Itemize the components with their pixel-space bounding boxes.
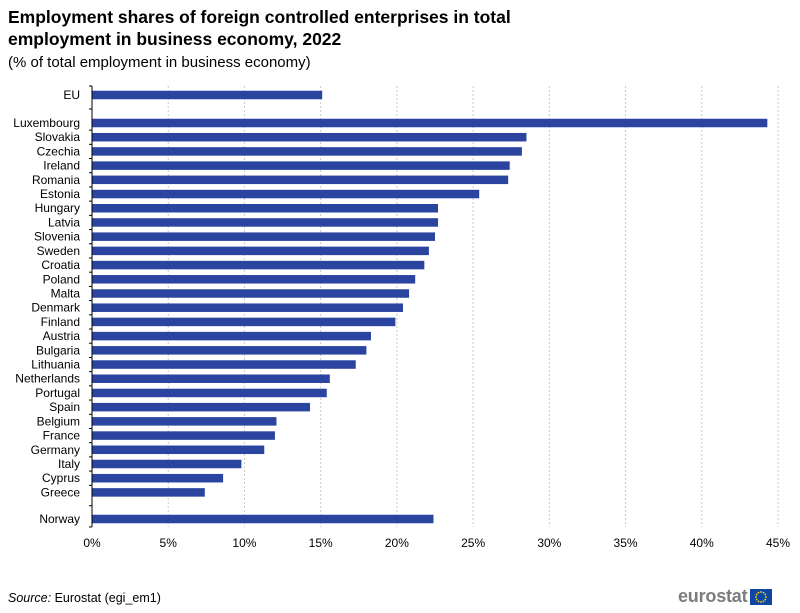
category-label: Slovenia [34, 230, 80, 244]
x-tick-label: 20% [385, 536, 409, 550]
chart-subtitle: (% of total employment in business econo… [8, 54, 311, 71]
x-tick-label: 35% [614, 536, 638, 550]
category-label: Germany [31, 443, 80, 457]
flag-star [764, 598, 767, 600]
category-label: Poland [43, 272, 80, 286]
x-tick-label: 0% [83, 536, 101, 550]
bar [92, 161, 510, 170]
logo-wordmark: eurostat [678, 586, 748, 606]
bar [92, 388, 327, 398]
category-label: Ireland [43, 159, 80, 173]
axes [89, 85, 93, 528]
category-label: Italy [58, 457, 80, 471]
category-label: Luxembourg [13, 116, 80, 130]
bar [92, 189, 480, 199]
bar [92, 488, 205, 497]
bar [92, 431, 275, 440]
flag-star [763, 599, 765, 602]
flag-star [758, 599, 760, 602]
bar [92, 417, 277, 426]
bar [92, 132, 527, 142]
x-tick-label: 30% [537, 536, 561, 550]
x-tick-label: 5% [160, 536, 178, 550]
x-tick-labels: 0% 5% 10% 15% 20% 25% 30% 35% 40% 45% [83, 536, 790, 550]
bars [92, 90, 768, 524]
category-label: Bulgaria [36, 343, 80, 357]
bar [92, 175, 509, 185]
x-tick-label: 25% [461, 536, 485, 550]
eu-flag-icon [750, 588, 773, 605]
bar [92, 90, 323, 100]
category-label: Portugal [35, 386, 80, 400]
bar [92, 514, 434, 524]
flag-star [760, 600, 763, 603]
bar [92, 402, 310, 412]
category-label: Austria [43, 329, 81, 343]
category-label: Czechia [37, 144, 81, 158]
category-label: Estonia [40, 187, 80, 201]
flag-star [765, 595, 768, 598]
category-label: EU [63, 88, 80, 102]
bar [92, 147, 522, 156]
flag-star [756, 598, 758, 600]
bar [92, 374, 330, 383]
bar [92, 203, 439, 213]
x-tick-label: 10% [232, 536, 256, 550]
eurostat-logo: eurostat [678, 586, 773, 607]
category-label: Malta [51, 286, 81, 300]
category-label: Finland [41, 315, 80, 329]
category-label: Belgium [37, 414, 80, 428]
bar [92, 317, 396, 327]
flag-star [756, 593, 758, 595]
bar [92, 445, 265, 455]
bar [92, 246, 429, 256]
bar [92, 459, 242, 469]
source-text: Eurostat (egi_em1) [54, 591, 161, 605]
chart-title: Employment shares of foreign controlled … [8, 7, 511, 49]
category-label: Romania [32, 173, 80, 187]
category-label: Lithuania [31, 358, 80, 372]
category-label: Cyprus [42, 471, 80, 485]
bar [92, 346, 367, 355]
category-label: Croatia [41, 258, 80, 272]
x-tick-label: 45% [766, 536, 790, 550]
bar [92, 303, 403, 312]
category-label: France [43, 429, 81, 443]
category-label: Sweden [37, 244, 80, 258]
category-labels: EU LuxembourgSlovakiaCzechiaIrelandRomani… [13, 88, 81, 526]
flag-star [758, 591, 760, 594]
bar [92, 218, 439, 227]
bar [92, 360, 356, 369]
x-tick-label: 15% [309, 536, 333, 550]
bar [92, 232, 435, 241]
category-label: Denmark [31, 301, 81, 315]
bar [92, 275, 416, 284]
flag-star [763, 591, 765, 594]
bar [92, 260, 425, 270]
bar [92, 473, 224, 483]
category-label: Netherlands [15, 372, 80, 386]
flag-star [760, 590, 763, 593]
flag-star [764, 593, 767, 595]
flag-star [755, 595, 758, 598]
bar [92, 118, 768, 128]
category-label: Hungary [35, 201, 80, 215]
source-label: Source: [8, 591, 52, 605]
bar [92, 289, 410, 298]
category-label: Norway [39, 512, 80, 526]
category-label: Greece [41, 485, 81, 499]
x-tick-label: 40% [690, 536, 714, 550]
category-label: Spain [49, 400, 80, 414]
category-label: Latvia [48, 215, 80, 229]
source-note: Source: Eurostat (egi_em1) [8, 591, 161, 605]
category-label: Slovakia [35, 130, 81, 144]
bar [92, 331, 371, 341]
